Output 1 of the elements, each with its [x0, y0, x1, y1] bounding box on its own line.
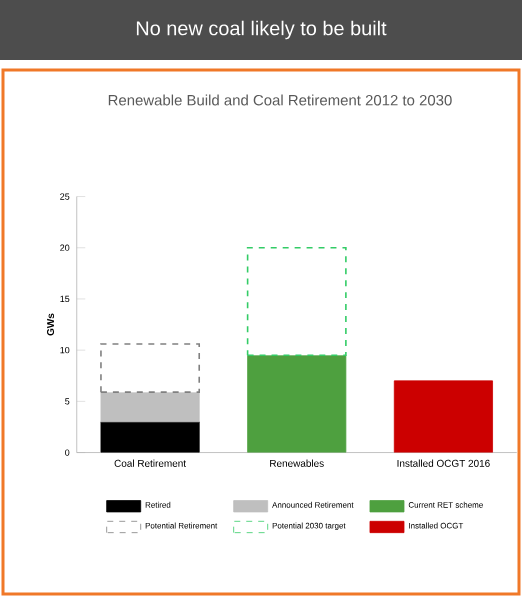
chart-title: No new coal likely to be built	[136, 20, 387, 40]
